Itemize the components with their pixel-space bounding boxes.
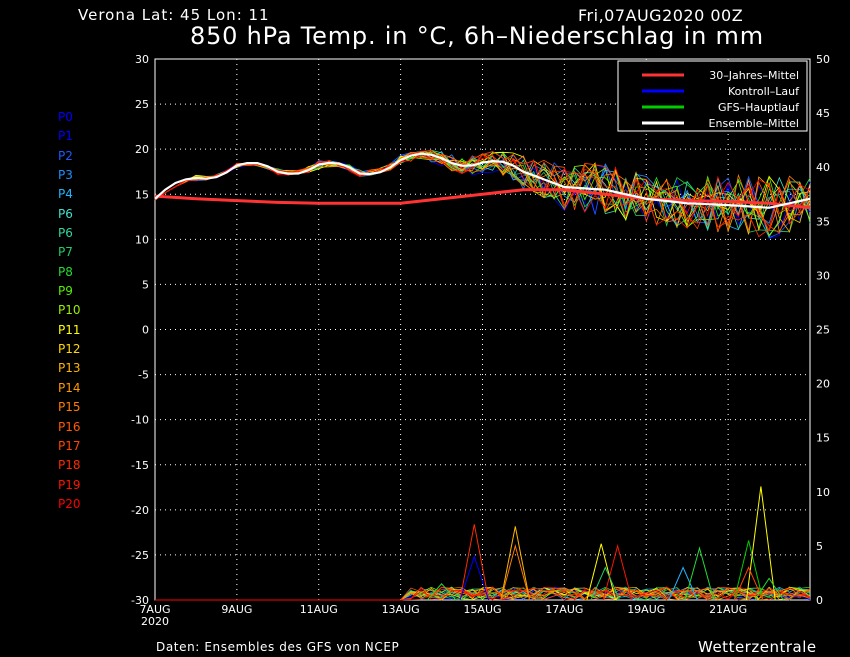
y-right-tick-2: 40 bbox=[816, 161, 830, 174]
chart-title: 850 hPa Temp. in °C, 6h–Niederschlag in … bbox=[190, 22, 764, 50]
x-tick-4: 15AUG bbox=[463, 603, 501, 616]
member-label-6: P6 bbox=[58, 226, 73, 241]
precip-peak-8 bbox=[668, 566, 698, 601]
member-label-5: P6 bbox=[58, 206, 73, 221]
y-right-tick-4: 30 bbox=[816, 269, 830, 282]
series-layer bbox=[154, 149, 811, 601]
y-left-tick-8: -10 bbox=[131, 414, 149, 427]
x-tick-6: 19AUG bbox=[627, 603, 665, 616]
member-label-3: P3 bbox=[58, 168, 73, 183]
member-label-2: P2 bbox=[58, 148, 73, 163]
climate-mean-line bbox=[154, 188, 811, 210]
precip-peak-4 bbox=[426, 583, 457, 601]
y-left-tick-0: 30 bbox=[135, 53, 149, 66]
y-right-tick-0: 50 bbox=[816, 53, 830, 66]
x-tick-1: 9AUG bbox=[221, 603, 252, 616]
y-left-tick-4: 10 bbox=[135, 233, 149, 246]
y-right-tick-8: 10 bbox=[816, 486, 830, 499]
member-label-7: P7 bbox=[58, 245, 73, 260]
precip-peak-10 bbox=[733, 540, 764, 601]
y-left-tick-11: -25 bbox=[131, 549, 149, 562]
grid-lines bbox=[155, 59, 810, 600]
precip-peak-3 bbox=[459, 555, 490, 601]
y-right-tick-6: 20 bbox=[816, 378, 830, 391]
precip-peak-6 bbox=[602, 543, 633, 601]
y-left-tick-3: 15 bbox=[135, 188, 149, 201]
y-left-tick-9: -15 bbox=[131, 459, 149, 472]
x-tick-5: 17AUG bbox=[545, 603, 583, 616]
y-left-tick-6: 0 bbox=[142, 324, 149, 337]
run-date-label: Fri,07AUG2020 00Z bbox=[578, 6, 744, 25]
y-right-tick-10: 0 bbox=[816, 594, 823, 607]
ensemble-member-list: P0 P1 P2 P3 P4 P6 P6 P7 P8 P9 P10 P11 P12 P13 P14 P15 P1… bbox=[58, 108, 81, 514]
precip-peak-7 bbox=[590, 566, 621, 601]
legend-label-0: 30–Jahres–Mittel bbox=[709, 69, 799, 82]
y-right-tick-9: 5 bbox=[816, 540, 823, 553]
plot-frame bbox=[154, 58, 811, 601]
y-left-tick-12: -30 bbox=[131, 594, 149, 607]
axes: 302520151050-5-10-15-20-25-3050454035302… bbox=[131, 53, 830, 628]
member-label-0: P0 bbox=[58, 110, 73, 124]
member-precip-line-20 bbox=[155, 586, 811, 601]
x-tick-7: 21AUG bbox=[709, 603, 747, 616]
y-right-tick-3: 35 bbox=[816, 215, 830, 228]
member-label-18: P18 bbox=[58, 458, 81, 473]
legend-label-2: GFS–Hauptlauf bbox=[718, 101, 800, 114]
member-label-4: P4 bbox=[58, 187, 73, 202]
precip-peak-1 bbox=[500, 526, 531, 601]
x-tick-3: 13AUG bbox=[382, 603, 420, 616]
member-label-19: P19 bbox=[58, 477, 81, 492]
brand-label: Wetterzentrale bbox=[698, 638, 817, 656]
ensemble-mean-line bbox=[154, 152, 811, 209]
precip-peak-11 bbox=[746, 486, 776, 601]
x-tick-0: 7AUG bbox=[139, 603, 170, 616]
member-label-12: P12 bbox=[58, 342, 81, 357]
precip-peak-12 bbox=[733, 566, 764, 601]
y-left-tick-7: -5 bbox=[138, 369, 149, 382]
y-right-tick-5: 25 bbox=[816, 324, 830, 337]
precip-peak-2 bbox=[500, 543, 531, 601]
member-temp-line-16 bbox=[154, 153, 811, 231]
legend-label-1: Kontroll–Lauf bbox=[728, 85, 800, 98]
y-right-tick-1: 45 bbox=[816, 107, 830, 120]
legend-box bbox=[617, 60, 808, 132]
member-label-15: P15 bbox=[58, 400, 81, 415]
member-label-14: P14 bbox=[58, 380, 81, 395]
y-left-tick-10: -20 bbox=[131, 504, 149, 517]
member-label-20: P20 bbox=[58, 496, 81, 511]
member-label-1: P1 bbox=[58, 129, 73, 144]
data-source-label: Daten: Ensembles des GFS von NCEP bbox=[156, 640, 400, 654]
precip-peak-13 bbox=[754, 577, 784, 601]
legend-label-3: Ensemble–Mittel bbox=[709, 117, 799, 130]
member-label-9: P9 bbox=[58, 284, 73, 299]
member-label-8: P8 bbox=[58, 264, 73, 279]
x-tick-2: 11AUG bbox=[300, 603, 338, 616]
member-label-16: P16 bbox=[58, 419, 81, 434]
legend: 30–Jahres–Mittel Kontroll–Lauf GFS–Hauptla… bbox=[617, 60, 808, 132]
precip-peak-9 bbox=[684, 546, 715, 601]
precip-peak-5 bbox=[586, 543, 616, 601]
location-label: Verona Lat: 45 Lon: 11 bbox=[78, 6, 270, 24]
member-label-17: P17 bbox=[58, 438, 81, 453]
y-left-tick-2: 20 bbox=[135, 143, 149, 156]
y-right-tick-7: 15 bbox=[816, 432, 830, 445]
precip-peak-0 bbox=[459, 524, 490, 601]
x-tick-year: 2020 bbox=[141, 615, 169, 628]
member-label-11: P11 bbox=[58, 322, 81, 337]
member-label-13: P13 bbox=[58, 361, 81, 376]
y-left-tick-5: 5 bbox=[142, 278, 149, 291]
member-label-10: P10 bbox=[58, 303, 81, 318]
y-left-tick-1: 25 bbox=[135, 98, 149, 111]
